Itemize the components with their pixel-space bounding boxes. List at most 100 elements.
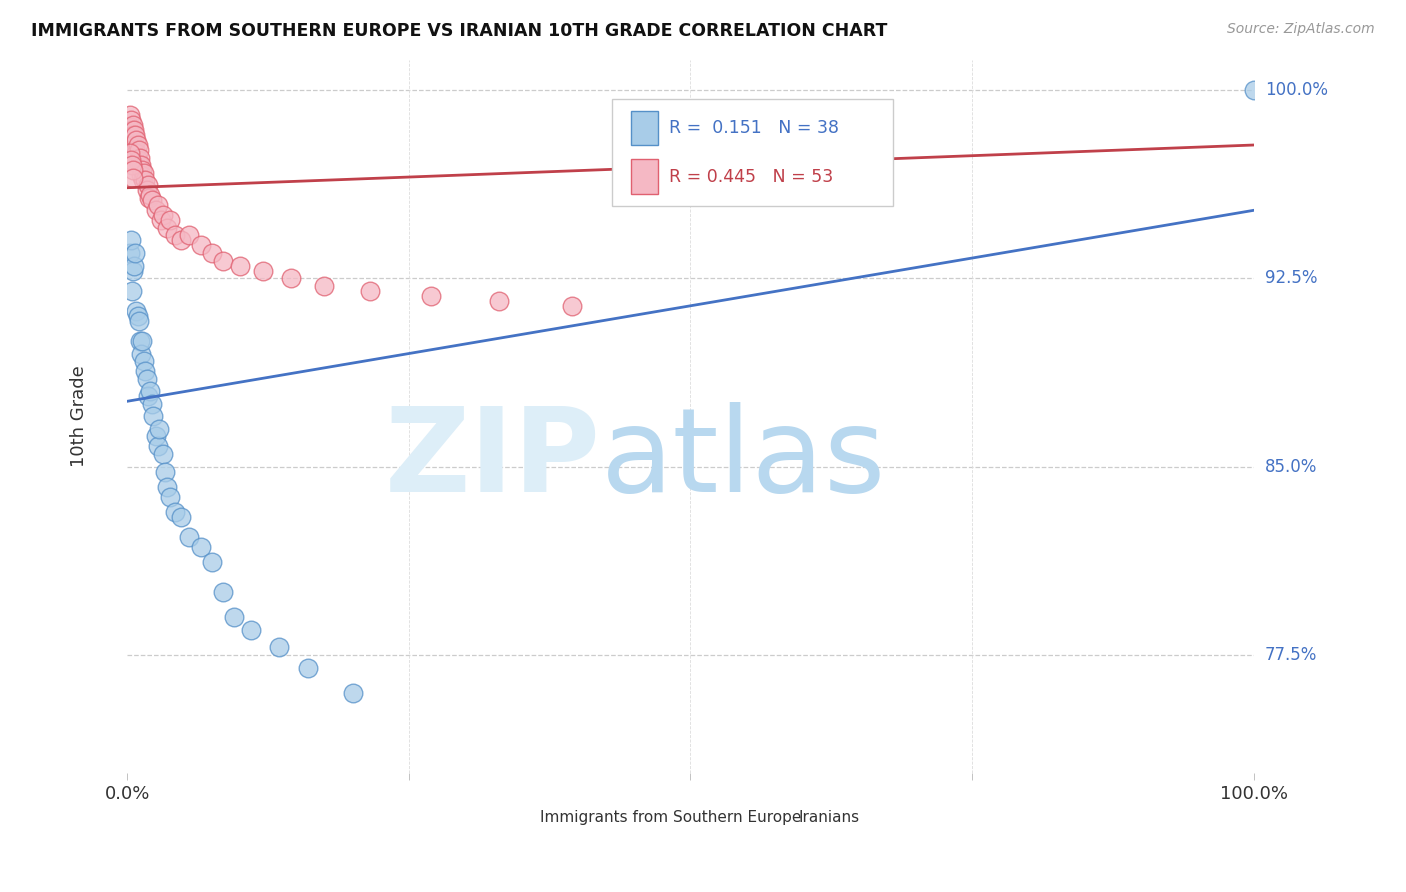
Bar bbox=[769, 805, 790, 830]
Text: 10th Grade: 10th Grade bbox=[70, 366, 89, 467]
Point bbox=[141, 194, 163, 208]
Point bbox=[124, 143, 146, 157]
Point bbox=[127, 138, 149, 153]
Point bbox=[125, 145, 148, 160]
Point bbox=[150, 213, 173, 227]
Point bbox=[561, 299, 583, 313]
Point bbox=[152, 447, 174, 461]
Text: atlas: atlas bbox=[600, 401, 886, 516]
Text: 92.5%: 92.5% bbox=[1265, 269, 1317, 287]
Point bbox=[136, 389, 159, 403]
Point bbox=[122, 263, 145, 277]
Point bbox=[129, 158, 152, 172]
Point bbox=[128, 143, 150, 157]
Bar bbox=[631, 160, 658, 194]
Text: R =  0.151   N = 38: R = 0.151 N = 38 bbox=[669, 120, 839, 137]
Point bbox=[118, 246, 141, 260]
Point bbox=[488, 293, 510, 308]
Text: 77.5%: 77.5% bbox=[1265, 646, 1317, 664]
Point bbox=[124, 246, 146, 260]
Text: ZIP: ZIP bbox=[384, 401, 600, 516]
Point bbox=[120, 234, 142, 248]
Point bbox=[122, 123, 145, 137]
Point bbox=[179, 228, 201, 243]
Point bbox=[148, 422, 170, 436]
Point bbox=[136, 178, 159, 193]
Point bbox=[135, 183, 157, 197]
Point bbox=[224, 610, 246, 624]
Point bbox=[145, 203, 167, 218]
Point bbox=[141, 397, 163, 411]
Point bbox=[118, 108, 141, 122]
Bar bbox=[631, 111, 658, 145]
Text: Source: ZipAtlas.com: Source: ZipAtlas.com bbox=[1227, 22, 1375, 37]
Point bbox=[179, 530, 201, 544]
Point bbox=[134, 166, 156, 180]
Text: R = 0.445   N = 53: R = 0.445 N = 53 bbox=[669, 168, 834, 186]
Point bbox=[121, 123, 143, 137]
Point bbox=[359, 284, 381, 298]
Point bbox=[170, 509, 193, 524]
Point bbox=[128, 151, 150, 165]
Point bbox=[145, 429, 167, 443]
Point bbox=[252, 263, 274, 277]
Point bbox=[153, 465, 176, 479]
Point bbox=[128, 314, 150, 328]
Point bbox=[146, 440, 169, 454]
Point bbox=[134, 364, 156, 378]
Point bbox=[420, 289, 443, 303]
Point bbox=[297, 660, 319, 674]
Point bbox=[118, 145, 141, 160]
Point bbox=[201, 555, 224, 569]
Point bbox=[120, 120, 142, 135]
Point bbox=[156, 221, 179, 235]
Point bbox=[128, 158, 150, 172]
Point bbox=[134, 354, 156, 368]
Text: 85.0%: 85.0% bbox=[1265, 458, 1317, 475]
Text: 100.0%: 100.0% bbox=[1265, 81, 1327, 99]
Point bbox=[139, 188, 162, 202]
Point bbox=[240, 623, 263, 637]
Point bbox=[127, 309, 149, 323]
Point bbox=[201, 246, 224, 260]
Point bbox=[142, 409, 165, 424]
Text: IMMIGRANTS FROM SOUTHERN EUROPE VS IRANIAN 10TH GRADE CORRELATION CHART: IMMIGRANTS FROM SOUTHERN EUROPE VS IRANI… bbox=[31, 22, 887, 40]
FancyBboxPatch shape bbox=[612, 99, 893, 206]
Point bbox=[122, 170, 145, 185]
Point bbox=[280, 271, 302, 285]
Point bbox=[131, 334, 153, 348]
Point bbox=[229, 259, 252, 273]
Point bbox=[342, 686, 364, 700]
Point bbox=[135, 371, 157, 385]
Point bbox=[131, 163, 153, 178]
Point bbox=[129, 168, 152, 182]
Point bbox=[132, 173, 155, 187]
Point bbox=[314, 278, 336, 293]
Point bbox=[163, 505, 186, 519]
Point bbox=[122, 138, 145, 153]
Point bbox=[159, 490, 181, 504]
Point bbox=[190, 540, 212, 554]
Point bbox=[124, 128, 146, 142]
Point bbox=[212, 253, 235, 268]
Bar bbox=[510, 805, 530, 830]
Point bbox=[1243, 83, 1265, 97]
Point bbox=[139, 384, 162, 399]
Point bbox=[122, 259, 145, 273]
Point bbox=[159, 213, 181, 227]
Point bbox=[152, 208, 174, 222]
Point bbox=[121, 158, 143, 172]
Point bbox=[127, 153, 149, 167]
Point bbox=[120, 153, 142, 167]
Point bbox=[122, 118, 145, 132]
Point bbox=[129, 346, 152, 360]
Text: Iranians: Iranians bbox=[799, 810, 859, 825]
Point bbox=[122, 163, 145, 178]
Point bbox=[170, 234, 193, 248]
Text: Immigrants from Southern Europe: Immigrants from Southern Europe bbox=[540, 810, 801, 825]
Point bbox=[122, 128, 145, 142]
Point bbox=[134, 173, 156, 187]
Point bbox=[146, 198, 169, 212]
Point bbox=[269, 640, 291, 655]
Point bbox=[138, 191, 160, 205]
